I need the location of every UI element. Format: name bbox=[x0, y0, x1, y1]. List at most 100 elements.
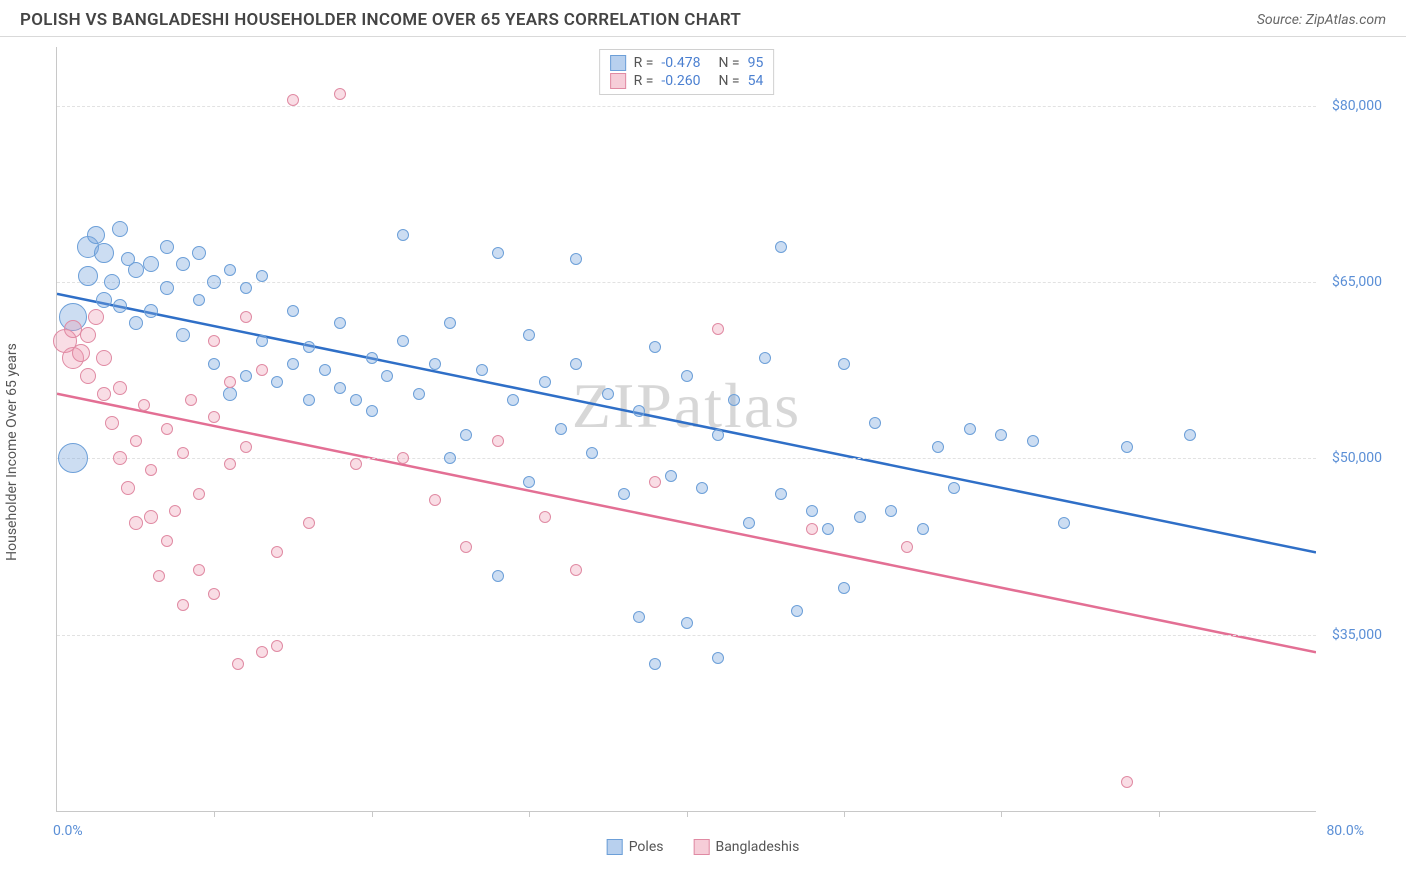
data-point bbox=[570, 358, 582, 370]
data-point bbox=[775, 241, 787, 253]
data-point bbox=[633, 405, 645, 417]
data-point bbox=[901, 541, 913, 553]
data-point bbox=[113, 381, 127, 395]
data-point bbox=[665, 470, 677, 482]
y-tick-label: $35,000 bbox=[1332, 627, 1382, 643]
legend-swatch bbox=[693, 839, 709, 855]
data-point bbox=[1058, 517, 1070, 529]
data-point bbox=[145, 464, 157, 476]
data-point bbox=[88, 309, 104, 325]
stat-n-value: 95 bbox=[748, 55, 764, 71]
data-point bbox=[303, 517, 315, 529]
data-point bbox=[240, 441, 252, 453]
data-point bbox=[586, 447, 598, 459]
gridline bbox=[57, 106, 1316, 107]
data-point bbox=[932, 441, 944, 453]
data-point bbox=[193, 564, 205, 576]
data-point bbox=[460, 429, 472, 441]
data-point bbox=[232, 658, 244, 670]
data-point bbox=[334, 382, 346, 394]
plot-region: ZIPatlas R = -0.478N = 95R = -0.260N = 5… bbox=[56, 47, 1316, 812]
data-point bbox=[1184, 429, 1196, 441]
data-point bbox=[602, 388, 614, 400]
data-point bbox=[144, 510, 158, 524]
data-point bbox=[153, 570, 165, 582]
data-point bbox=[319, 364, 331, 376]
data-point bbox=[256, 646, 268, 658]
data-point bbox=[128, 262, 144, 278]
data-point bbox=[838, 358, 850, 370]
data-point bbox=[728, 394, 740, 406]
data-point bbox=[129, 316, 143, 330]
data-point bbox=[1027, 435, 1039, 447]
data-point bbox=[176, 328, 190, 342]
data-point bbox=[806, 505, 818, 517]
data-point bbox=[476, 364, 488, 376]
data-point bbox=[256, 364, 268, 376]
data-point bbox=[649, 476, 661, 488]
data-point bbox=[743, 517, 755, 529]
legend-label: Bangladeshis bbox=[715, 839, 799, 855]
chart-title: POLISH VS BANGLADESHI HOUSEHOLDER INCOME… bbox=[20, 10, 741, 30]
data-point bbox=[413, 388, 425, 400]
data-point bbox=[350, 394, 362, 406]
data-point bbox=[649, 341, 661, 353]
data-point bbox=[208, 358, 220, 370]
data-point bbox=[78, 266, 98, 286]
data-point bbox=[192, 246, 206, 260]
data-point bbox=[917, 523, 929, 535]
data-point bbox=[223, 387, 237, 401]
data-point bbox=[350, 458, 362, 470]
data-point bbox=[523, 329, 535, 341]
y-tick-label: $50,000 bbox=[1332, 450, 1382, 466]
data-point bbox=[397, 335, 409, 347]
data-point bbox=[633, 611, 645, 623]
data-point bbox=[492, 247, 504, 259]
data-point bbox=[712, 323, 724, 335]
chart-source: Source: ZipAtlas.com bbox=[1257, 12, 1386, 28]
data-point bbox=[240, 311, 252, 323]
data-point bbox=[492, 570, 504, 582]
x-min-label: 0.0% bbox=[53, 823, 83, 839]
data-point bbox=[138, 399, 150, 411]
data-point bbox=[381, 370, 393, 382]
x-tick bbox=[1001, 811, 1002, 817]
data-point bbox=[161, 423, 173, 435]
series-legend: Poles Bangladeshis bbox=[607, 839, 800, 855]
data-point bbox=[96, 350, 112, 366]
data-point bbox=[224, 376, 236, 388]
data-point bbox=[105, 416, 119, 430]
data-point bbox=[161, 535, 173, 547]
legend-label: Poles bbox=[629, 839, 664, 855]
x-tick bbox=[529, 811, 530, 817]
data-point bbox=[287, 94, 299, 106]
data-point bbox=[681, 617, 693, 629]
stat-n-label: N = bbox=[718, 55, 739, 71]
gridline bbox=[57, 635, 1316, 636]
x-tick bbox=[1159, 811, 1160, 817]
data-point bbox=[287, 358, 299, 370]
data-point bbox=[334, 88, 346, 100]
data-point bbox=[570, 253, 582, 265]
data-point bbox=[112, 221, 128, 237]
y-tick-label: $80,000 bbox=[1332, 98, 1382, 114]
data-point bbox=[130, 435, 142, 447]
y-tick-label: $65,000 bbox=[1332, 274, 1382, 290]
data-point bbox=[570, 564, 582, 576]
data-point bbox=[144, 304, 158, 318]
data-point bbox=[193, 294, 205, 306]
chart-area: Householder Income Over 65 years ZIPatla… bbox=[20, 37, 1386, 867]
data-point bbox=[334, 317, 346, 329]
legend-stat-row: R = -0.260N = 54 bbox=[610, 72, 764, 90]
data-point bbox=[193, 488, 205, 500]
data-point bbox=[208, 335, 220, 347]
stat-n-value: 54 bbox=[748, 73, 764, 89]
data-point bbox=[256, 335, 268, 347]
data-point bbox=[492, 435, 504, 447]
data-point bbox=[96, 292, 112, 308]
data-point bbox=[775, 488, 787, 500]
data-point bbox=[303, 341, 315, 353]
data-point bbox=[444, 452, 456, 464]
data-point bbox=[87, 226, 105, 244]
gridline bbox=[57, 458, 1316, 459]
